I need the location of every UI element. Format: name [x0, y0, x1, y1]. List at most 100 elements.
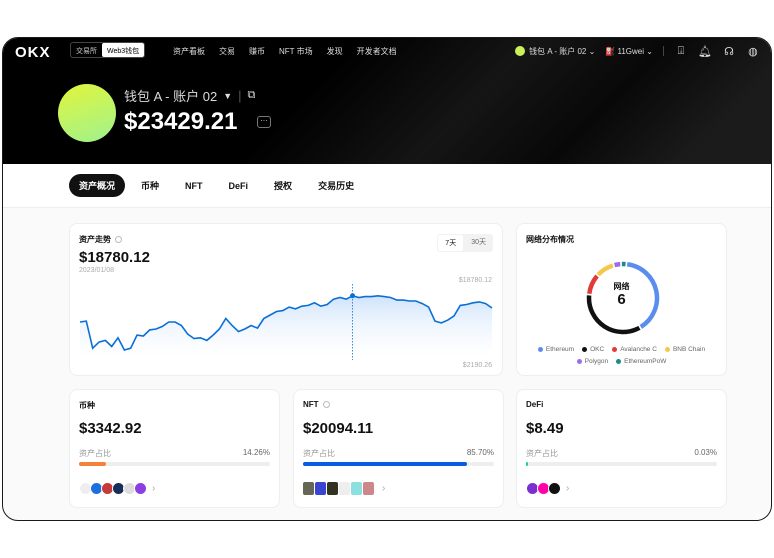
trend-date: 2023/01/08 [79, 267, 115, 274]
donut-slice-ethereum[interactable] [626, 262, 660, 329]
caret-down-icon: ▼ [223, 90, 233, 101]
chevron-right-icon[interactable]: › [382, 483, 386, 494]
token-icon [548, 482, 561, 495]
legend-label: OKC [590, 346, 605, 353]
tab-history[interactable]: 交易历史 [318, 181, 355, 191]
nft-thumbnail [327, 482, 338, 495]
mode-toggle[interactable]: 交易所 Web3钱包 [70, 42, 146, 58]
nft-thumbnail [339, 482, 350, 495]
trend-chart[interactable] [79, 284, 495, 360]
legend-item[interactable]: Avalanche C [612, 346, 657, 353]
nft-thumbnail [363, 482, 374, 495]
info-icon[interactable] [322, 401, 330, 409]
nav-dev-docs[interactable]: 开发者文档 [356, 47, 397, 56]
ratio-bar-fill [526, 462, 529, 466]
donut-slice-polygon[interactable] [613, 261, 621, 268]
nav-earn[interactable]: 赚币 [249, 47, 265, 56]
legend-item[interactable]: OKC [582, 346, 604, 353]
toggle-web3-wallet[interactable]: Web3钱包 [102, 43, 145, 57]
ratio-bar-fill [303, 462, 467, 466]
ratio-value: 85.70% [466, 448, 494, 457]
legend-item[interactable]: BNB Chain [664, 346, 706, 353]
donut-label: 网络 [613, 282, 630, 291]
ratio-bar [79, 462, 270, 466]
trend-line [79, 294, 493, 351]
legend-label: EthereumPoW [624, 358, 667, 365]
summary-card[interactable]: DeFi $8.49 资产占比 0.03% › [516, 389, 727, 508]
legend-dot [616, 358, 622, 364]
range-selector: 7天 30天 [437, 234, 493, 252]
wallet-name: 钱包 A - 账户 02 [124, 89, 218, 104]
asset-trend-card: 资产走势 $18780.12 2023/01/08 7天 30天 $18780.… [69, 223, 503, 376]
gas-selector[interactable]: ⛽ 11Gwei ⌄ [605, 46, 653, 56]
asset-icons: › [303, 482, 385, 495]
app-window: OKX 交易所 Web3钱包 资产看板 交易 赚币 NFT 市场 发现 开发者文… [2, 37, 772, 521]
legend-label: Ethereum [545, 346, 575, 353]
copy-icon[interactable]: ⧉ [247, 89, 256, 101]
top-nav: 资产看板 交易 赚币 NFT 市场 发现 开发者文档 [173, 46, 397, 57]
wallet-selector[interactable]: 钱包 A - 账户 02 ▼ | ⧉ [124, 88, 256, 104]
card-value: $20094.11 [303, 420, 374, 437]
tab-nft[interactable]: NFT [185, 180, 203, 191]
gas-value: 11Gwei [617, 46, 645, 56]
legend-dot [576, 358, 582, 364]
ratio-value: 0.03% [694, 448, 717, 457]
nav-trade[interactable]: 交易 [219, 47, 235, 56]
nav-dashboard[interactable]: 资产看板 [173, 47, 205, 56]
range-30d[interactable]: 30天 [471, 239, 486, 246]
nft-thumbnail [315, 482, 326, 495]
trend-value: $18780.12 [79, 249, 150, 266]
ratio-label: 资产占比 [303, 449, 335, 458]
ratio-bar [526, 462, 717, 466]
ratio-bar-fill [79, 462, 107, 466]
legend-label: BNB Chain [672, 346, 706, 353]
nav-discover[interactable]: 发现 [326, 47, 343, 56]
network-donut [586, 261, 660, 335]
token-icon [134, 482, 147, 495]
tab-approvals[interactable]: 授权 [274, 181, 293, 191]
legend-item[interactable]: EthereumPoW [616, 358, 666, 365]
legend-item[interactable]: Ethereum [537, 346, 575, 353]
nft-thumbnail [303, 482, 314, 495]
legend-item[interactable]: Polygon [576, 358, 608, 365]
asset-icons: › [79, 482, 155, 495]
card-title: 网络分布情况 [526, 235, 574, 244]
ratio-label: 资产占比 [79, 449, 111, 458]
hover-point [350, 293, 356, 299]
donut-slice-avalanche-c[interactable] [587, 274, 599, 295]
ratio-value: 14.26% [242, 448, 270, 457]
range-7d[interactable]: 7天 [438, 235, 464, 251]
donut-slice-bnb-chain[interactable] [596, 263, 614, 277]
tab-tokens[interactable]: 币种 [141, 181, 160, 191]
toggle-exchange[interactable]: 交易所 [76, 48, 97, 55]
card-title: NFT [303, 400, 330, 409]
download-icon[interactable]: ⍗ [677, 44, 685, 57]
wallet-avatar [58, 84, 116, 142]
min-label: $2190.26 [461, 362, 493, 369]
headset-icon[interactable]: ☊ [724, 45, 734, 58]
legend-dot [582, 346, 588, 352]
nav-nft-market[interactable]: NFT 市场 [279, 47, 313, 56]
okx-logo[interactable]: OKX [15, 44, 51, 61]
summary-card[interactable]: 币种 $3342.92 资产占比 14.26% › [69, 389, 280, 508]
header-right: 钱包 A - 账户 02 ⌄ ⛽ 11Gwei ⌄ ⍗ 🔔︎ ☊ ◍ [515, 44, 760, 58]
chevron-right-icon[interactable]: › [152, 483, 156, 494]
donut-slice-okc[interactable] [586, 295, 641, 335]
card-value: $3342.92 [79, 420, 142, 437]
tab-defi[interactable]: DeFi [228, 180, 249, 191]
tab-overview[interactable]: 资产概况 [69, 174, 126, 197]
more-button[interactable]: ··· [257, 116, 271, 128]
ratio-label: 资产占比 [526, 449, 558, 458]
account-avatar [515, 46, 525, 57]
globe-icon[interactable]: ◍ [748, 45, 758, 58]
bell-icon[interactable]: 🔔︎ [697, 45, 712, 58]
network-card: 网络分布情况 网络 6 Ethereum OKC Avalanche C BNB Ch… [516, 223, 727, 376]
chevron-right-icon[interactable]: › [566, 483, 570, 494]
account-selector[interactable]: 钱包 A - 账户 02 ⌄ [515, 46, 595, 57]
trend-area [80, 295, 492, 360]
summary-card[interactable]: NFT $20094.11 资产占比 85.70% › [293, 389, 504, 508]
asset-icons: › [526, 482, 569, 495]
info-icon[interactable] [115, 236, 122, 244]
card-title: DeFi [526, 400, 544, 409]
tab-bar: 资产概况 币种 NFT DeFi 授权 交易历史 [3, 164, 771, 208]
